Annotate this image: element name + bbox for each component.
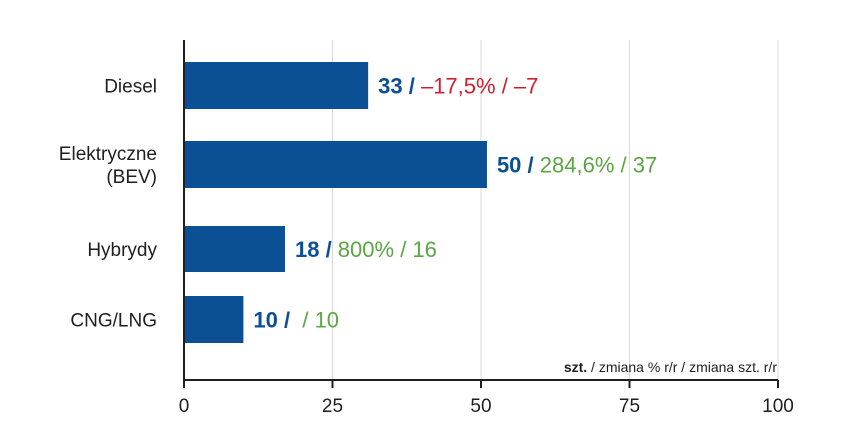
category-label-2: Hybrydy — [87, 240, 157, 261]
x-tick-label-100: 100 — [762, 396, 794, 417]
bar-2 — [184, 226, 285, 272]
category-label-3: CNG/LNG — [70, 311, 157, 332]
x-tick-label-0: 0 — [179, 396, 190, 417]
x-tick-label-25: 25 — [322, 396, 343, 417]
bar-1 — [184, 141, 487, 188]
category-label-1: Elektryczne (BEV) — [59, 144, 157, 188]
units-label-rest: / zmiana % r/r / zmiana szt. r/r — [587, 359, 777, 375]
x-tick-label-75: 75 — [619, 396, 640, 417]
axes — [183, 40, 779, 388]
units-label-bold: szt. — [564, 359, 587, 375]
data-label-1: 50 / 284,6% / 37 — [497, 153, 657, 178]
grid-lines — [332, 40, 779, 380]
x-tick-label-50: 50 — [470, 396, 491, 417]
bar-3 — [184, 296, 244, 343]
bars — [184, 62, 487, 343]
labels: 0 25 50 75 100 Diesel 33 / –17,5% / –7 Elektryc… — [59, 74, 794, 418]
bar-0 — [184, 62, 369, 109]
category-label-0: Diesel — [104, 77, 157, 98]
units-label: szt. / zmiana % r/r / zmiana szt. r/r — [564, 359, 777, 375]
data-label-2: 18 / 800% / 16 — [295, 237, 437, 262]
data-label-0: 33 / –17,5% / –7 — [378, 74, 538, 99]
data-label-3: 10 / / 10 — [253, 308, 339, 333]
